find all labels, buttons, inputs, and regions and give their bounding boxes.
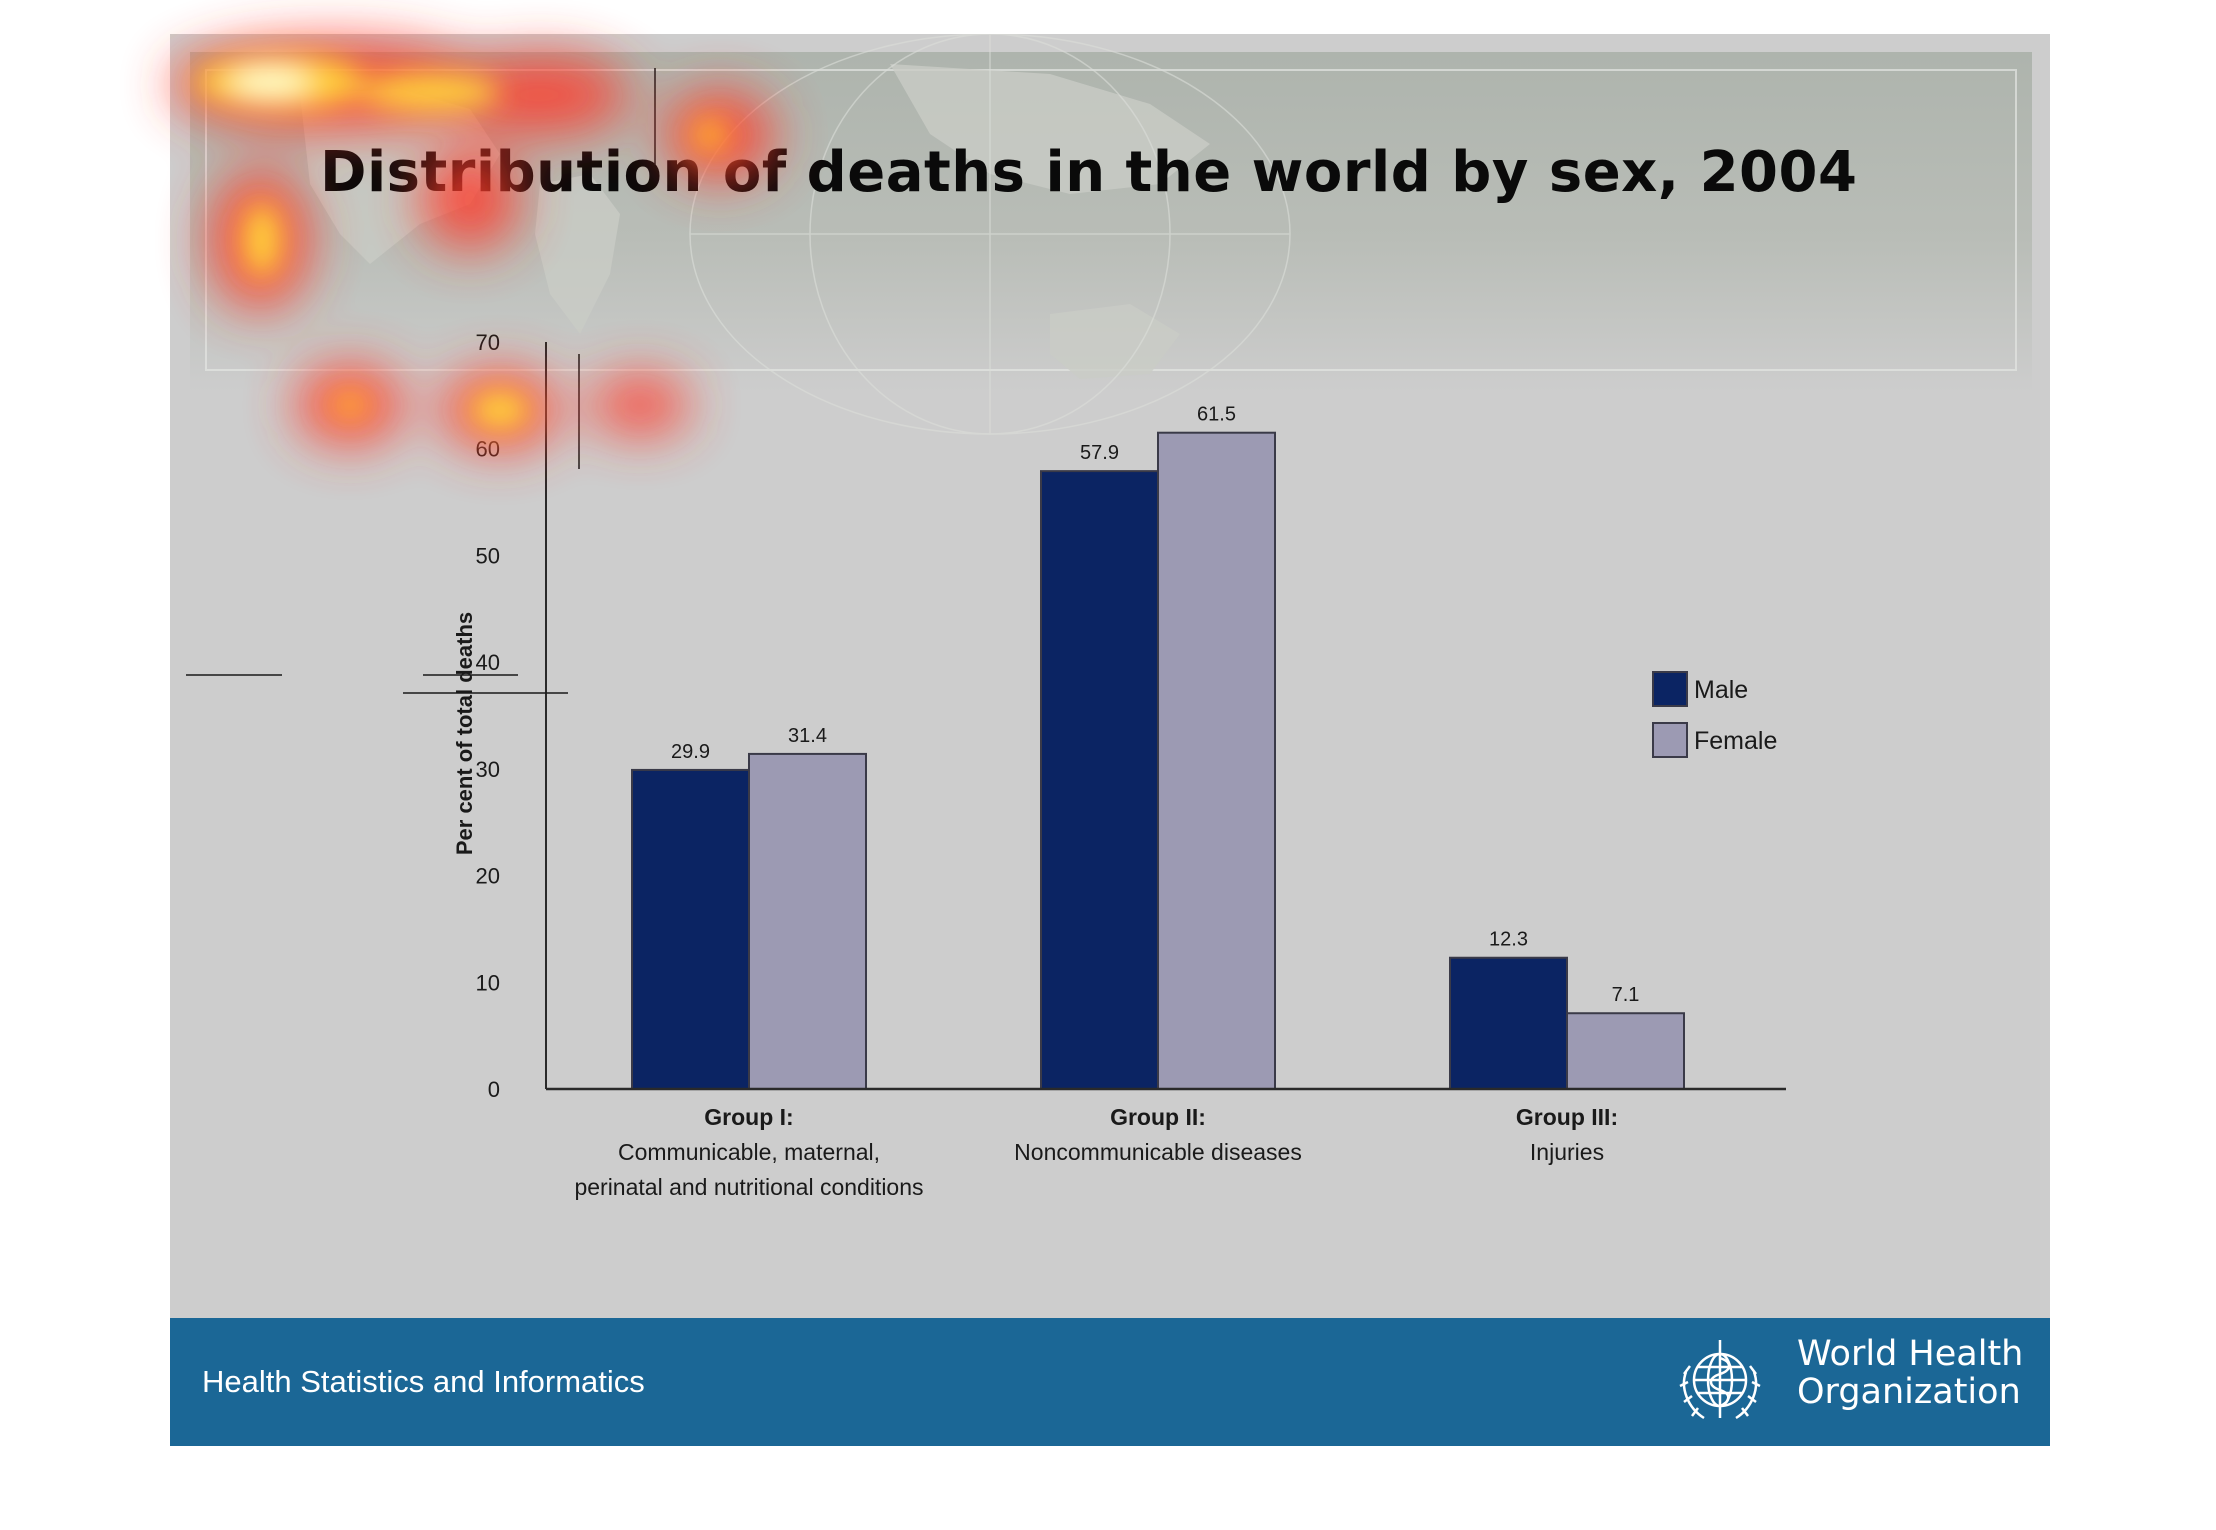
org-name-line1: World Health — [1797, 1334, 2024, 1374]
category-description: Noncommunicable diseases — [1014, 1139, 1302, 1165]
legend-swatch-female — [1652, 722, 1688, 758]
slide-title: Distribution of deaths in the world by s… — [320, 140, 1858, 205]
y-tick-label: 0 — [488, 1077, 500, 1102]
category-description: Communicable, maternal, — [618, 1139, 880, 1165]
legend-label: Female — [1694, 727, 1777, 755]
data-label: 61.5 — [1197, 404, 1236, 426]
bar-male — [1449, 956, 1568, 1091]
footer-bar: Health Statistics and Informatics World … — [170, 1318, 2050, 1446]
bar-female — [748, 752, 867, 1090]
category-label: Group III: — [1516, 1104, 1618, 1130]
data-label: 7.1 — [1612, 984, 1640, 1006]
data-label: 31.4 — [788, 725, 827, 747]
legend-label: Male — [1694, 676, 1748, 704]
y-tick-label: 50 — [476, 543, 500, 568]
bar-female — [1157, 431, 1276, 1090]
bar-male — [1040, 470, 1159, 1091]
data-label: 12.3 — [1489, 929, 1528, 951]
y-tick-label: 20 — [476, 864, 500, 889]
category-description: Injuries — [1530, 1139, 1604, 1165]
bar-male — [631, 768, 750, 1090]
data-label: 29.9 — [671, 741, 710, 763]
category-label: Group II: — [1110, 1104, 1206, 1130]
bar-chart: 0 10 20 30 40 50 60 70 Per cent of total deaths 2… — [186, 68, 1786, 1200]
y-tick-label: 30 — [476, 757, 500, 782]
legend-swatch-male — [1652, 671, 1688, 707]
who-emblem-icon — [1679, 1340, 1761, 1420]
y-tick-label: 60 — [476, 437, 500, 462]
footer-text: Health Statistics and Informatics — [202, 1364, 645, 1399]
y-tick-label: 70 — [476, 330, 500, 355]
category-description: perinatal and nutritional conditions — [574, 1174, 923, 1200]
org-name-line2: Organization — [1797, 1372, 2021, 1412]
y-axis-title: Per cent of total deaths — [452, 612, 477, 855]
y-tick-label: 40 — [476, 650, 500, 675]
y-tick-label: 10 — [476, 970, 500, 995]
category-label: Group I: — [704, 1104, 793, 1130]
bar-female — [1566, 1012, 1685, 1090]
data-label: 57.9 — [1080, 442, 1119, 464]
slide: Distribution of deaths in the world by s… — [170, 34, 2050, 1446]
